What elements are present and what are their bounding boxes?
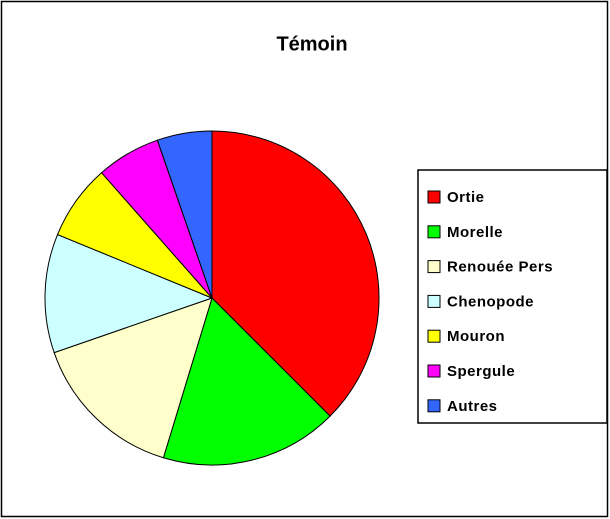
- chart-title: Témoin: [276, 33, 347, 55]
- legend-swatch: [427, 260, 441, 274]
- legend-label: Mouron: [447, 328, 505, 345]
- legend-label: Morelle: [447, 224, 503, 241]
- legend-label: Autres: [447, 398, 498, 415]
- legend-label: Spergule: [447, 363, 515, 380]
- legend-label: Ortie: [447, 189, 485, 206]
- legend-swatch: [427, 225, 441, 239]
- pie-slice: [211, 130, 380, 417]
- pie-slice: [156, 130, 213, 299]
- legend-swatch: [427, 294, 441, 308]
- legend-swatch: [427, 399, 441, 413]
- legend-label: Renouée Pers: [447, 259, 553, 276]
- legend-swatch: [427, 364, 441, 378]
- legend-swatch: [427, 329, 441, 343]
- legend-swatch: [427, 190, 441, 204]
- pie-slice: [162, 297, 331, 466]
- legend-box: [417, 169, 608, 424]
- pie-slice: [53, 297, 213, 459]
- legend-label: Chenopode: [447, 293, 534, 310]
- pie-slice: [44, 233, 214, 354]
